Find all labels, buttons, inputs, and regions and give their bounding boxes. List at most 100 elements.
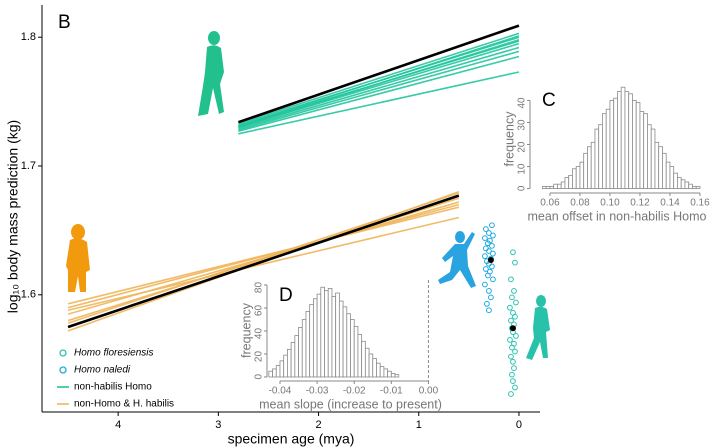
specimen-point [511,288,517,294]
hist-bar [350,319,355,378]
x-axis-title: mean slope (increase to present) [259,397,442,411]
specimen-point [511,365,517,372]
hist-bar [324,290,329,378]
specimen-point [512,384,518,391]
x-tick-label: 0.16 [690,198,710,209]
hist-bar [658,146,663,189]
y-axis-title: frequency [239,302,253,358]
x-tick-label: 4 [115,419,121,431]
silhouette-blue [438,231,476,288]
hist-bar [272,368,277,378]
silhouette-green [198,31,224,116]
x-tick-label: 0.08 [570,198,590,209]
hist-bar [624,91,630,189]
specimen-point [507,336,513,343]
ensemble-line [238,46,520,130]
hist-bar [594,128,600,189]
legend-swatch [59,349,67,357]
ensemble-line [238,39,520,129]
hist-bar [542,185,547,189]
hist-bar [695,185,701,189]
hist-bar [613,97,618,189]
hist-bar [635,102,641,189]
x-tick-label: -0.04 [269,386,292,397]
hist-bar [316,293,322,378]
hist-bar [376,362,381,378]
hist-bar [620,86,626,189]
fit-line [67,194,460,329]
hist-bar [688,183,693,189]
y-tick-label: 80 [254,282,265,294]
specimen-point [490,250,496,257]
specimen-point [483,300,490,307]
hist-bar [309,304,314,378]
hist-bar [338,300,344,378]
specimen-point [512,259,518,266]
hist-bar [602,113,607,189]
hist-bar [335,292,340,378]
hist-bar [279,360,285,378]
specimen-point [513,333,519,339]
y-tick-label: 0 [517,185,528,191]
specimen-point [513,299,519,306]
hist-bar [312,298,318,378]
panel-label: C [542,90,556,111]
ensemble-line [238,35,520,127]
y-tick-label: 40 [517,97,528,109]
hist-bar [665,161,671,189]
x-tick-label: 0.12 [630,198,650,209]
specimen-point [489,222,495,229]
hist-bar [372,358,377,378]
hist-bar [564,177,570,189]
hist-bar [605,108,611,189]
x-tick-label: -0.03 [306,386,329,397]
hist-bar [568,174,573,189]
legend-label: non-habilis Homo [74,382,152,393]
hist-bar [680,179,686,189]
y-tick-label: 1.7 [21,160,36,172]
x-tick-label: 0.10 [600,198,620,209]
y-tick-label: 20 [517,141,528,153]
specimen-point [481,235,488,242]
hist-bar [331,296,337,378]
specimen-point [508,276,514,283]
silhouette-teal [526,295,550,360]
panel-label: D [279,285,293,306]
y-tick-label: 20 [254,351,265,363]
ensemble-line [238,50,520,131]
hist-bar [275,365,281,378]
hist-bar [669,166,675,189]
hist-bar [579,161,585,189]
hist-bar [268,370,273,378]
specimen-point [509,344,515,351]
specimen-point [484,272,491,279]
specimen-point [512,348,518,355]
ensemble-line [67,206,460,305]
specimen-point [512,313,518,320]
specimen-point [485,230,492,236]
legend-swatch [59,366,67,374]
hist-bar [673,172,678,189]
specimen-point [485,307,492,314]
specimen-point [482,226,489,233]
legend-label: Homo naledi [74,365,131,376]
hist-bar [342,306,348,378]
x-tick-label: 0.06 [540,198,560,209]
hist-bar [662,152,667,189]
specimen-point [482,266,489,272]
hist-bar [287,348,292,378]
hist-bar [692,185,697,189]
legend-label: Homo floresiensis [74,348,153,359]
y-tick-label: 60 [254,305,265,317]
specimen-point [507,304,513,311]
hist-bar [549,185,555,189]
x-tick-label: -0.01 [380,386,403,397]
x-tick-label: 2 [315,419,321,431]
legend-label: non-Homo & H. habilis [74,399,174,410]
hist-bar [545,185,551,189]
ensemble-line [67,216,460,312]
hist-bar [560,181,566,189]
x-axis-title: specimen age (mya) [228,431,355,447]
specimen-point [510,378,516,384]
